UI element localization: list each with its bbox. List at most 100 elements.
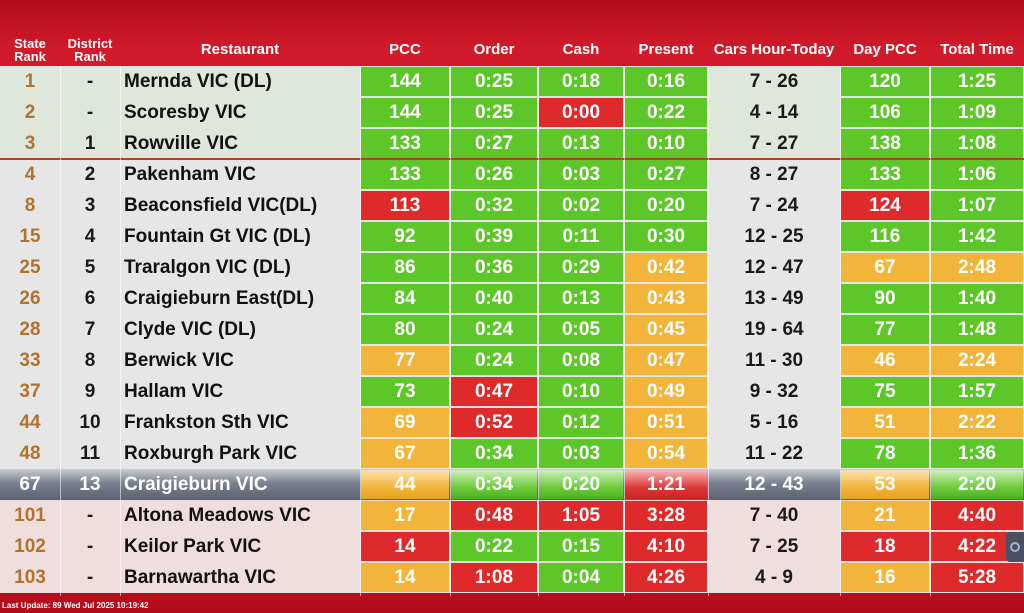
cell-pcc: 67 [361, 439, 449, 468]
cell-district: 9 [84, 380, 96, 402]
cell-pcc: 144 [361, 67, 449, 96]
cell-order: 0:25 [451, 98, 537, 127]
table-row: 103 - Barnawartha VIC 14 1:08 0:04 4:26 4 - 9 16… [0, 562, 1024, 593]
cell-cars: 9 - 32 [749, 380, 799, 402]
cell-total: 4:40 [931, 501, 1023, 530]
cell-day-pcc: 67 [841, 253, 929, 282]
cell-present: 4:10 [625, 532, 707, 561]
cell-order: 0:24 [451, 346, 537, 375]
cell-total: 2:20 [931, 470, 1023, 499]
cell-name: Clyde VIC (DL) [124, 318, 256, 340]
cell-present: 0:22 [625, 98, 707, 127]
cell-district: - [86, 504, 94, 526]
cell-order: 0:47 [451, 377, 537, 406]
cell-state: 44 [19, 411, 41, 433]
cell-total: 1:40 [931, 284, 1023, 313]
cell-cars: 13 - 49 [744, 287, 804, 309]
cell-name: Pakenham VIC [124, 163, 256, 185]
cell-pcc: 133 [361, 129, 449, 158]
cell-order: 0:26 [451, 160, 537, 189]
cell-order: 1:08 [451, 563, 537, 592]
cell-pcc: 80 [361, 315, 449, 344]
cell-state: 101 [14, 504, 46, 526]
cell-day-pcc: 18 [841, 532, 929, 561]
cell-cars: 7 - 27 [749, 132, 799, 154]
header-restaurant: Restaurant [200, 41, 280, 58]
cell-day-pcc: 120 [841, 67, 929, 96]
cell-total: 5:28 [931, 563, 1023, 592]
cell-state: 33 [19, 349, 41, 371]
header-district-rank: District Rank [67, 36, 113, 64]
cell-district: 4 [84, 225, 96, 247]
cell-order: 0:22 [451, 532, 537, 561]
cell-state: 37 [19, 380, 41, 402]
cell-total: 1:08 [931, 129, 1023, 158]
cell-order: 0:39 [451, 222, 537, 251]
cell-district: 7 [84, 318, 96, 340]
cell-district: 11 [79, 442, 101, 464]
cell-cash: 0:03 [539, 160, 623, 189]
cell-name: Beaconsfield VIC(DL) [124, 194, 318, 216]
cell-pcc: 113 [361, 191, 449, 220]
cell-total: 1:36 [931, 439, 1023, 468]
cell-district: 5 [84, 256, 96, 278]
cell-pcc: 84 [361, 284, 449, 313]
grid-line [840, 66, 841, 596]
cell-pcc: 17 [361, 501, 449, 530]
cell-cash: 0:02 [539, 191, 623, 220]
header-cash: Cash [562, 41, 600, 58]
cell-cars: 7 - 25 [749, 535, 799, 557]
cell-present: 0:51 [625, 408, 707, 437]
cell-day-pcc: 77 [841, 315, 929, 344]
cell-present: 0:20 [625, 191, 707, 220]
cell-cash: 0:08 [539, 346, 623, 375]
cell-order: 0:24 [451, 315, 537, 344]
table-row: 1 - Mernda VIC (DL) 144 0:25 0:18 0:16 7 - 26 12… [0, 66, 1024, 97]
table-row: 25 5 Traralgon VIC (DL) 86 0:36 0:29 0:42 12 - … [0, 252, 1024, 283]
cell-district: - [86, 535, 94, 557]
cell-total: 1:57 [931, 377, 1023, 406]
cell-district: 8 [84, 349, 96, 371]
cell-name: Scoresby VIC [124, 101, 247, 123]
cell-cars: 5 - 16 [749, 411, 799, 433]
cell-name: Frankston Sth VIC [124, 411, 289, 433]
cell-day-pcc: 124 [841, 191, 929, 220]
cell-order: 0:36 [451, 253, 537, 282]
cell-day-pcc: 90 [841, 284, 929, 313]
cell-pcc: 133 [361, 160, 449, 189]
cell-cash: 0:29 [539, 253, 623, 282]
cell-cars: 7 - 24 [749, 194, 799, 216]
cell-state: 2 [24, 101, 36, 123]
cell-order: 0:27 [451, 129, 537, 158]
cell-order: 0:34 [451, 439, 537, 468]
cell-cars: 12 - 43 [744, 473, 804, 495]
cell-name: Rowville VIC [124, 132, 239, 154]
cell-day-pcc: 133 [841, 160, 929, 189]
cell-present: 3:28 [625, 501, 707, 530]
cell-name: Keilor Park VIC [124, 535, 262, 557]
cell-day-pcc: 138 [841, 129, 929, 158]
cell-present: 0:27 [625, 160, 707, 189]
cell-name: Roxburgh Park VIC [124, 442, 298, 464]
side-panel-button[interactable] [1006, 532, 1024, 562]
cell-cars: 8 - 27 [749, 163, 799, 185]
cell-present: 1:21 [625, 470, 707, 499]
cell-state: 8 [24, 194, 36, 216]
cell-pcc: 73 [361, 377, 449, 406]
cell-name: Berwick VIC [124, 349, 234, 371]
cell-name: Craigieburn VIC [124, 473, 268, 495]
header-day-pcc: Day PCC [853, 41, 917, 58]
cell-district: 1 [84, 132, 96, 154]
table-row: 26 6 Craigieburn East(DL) 84 0:40 0:13 0:43 13 … [0, 283, 1024, 314]
cell-name: Traralgon VIC (DL) [124, 256, 291, 278]
cell-district: 2 [84, 163, 96, 185]
cell-name: Hallam VIC [124, 380, 224, 402]
cell-cash: 0:04 [539, 563, 623, 592]
cell-cash: 0:00 [539, 98, 623, 127]
cell-present: 0:47 [625, 346, 707, 375]
cell-total: 1:48 [931, 315, 1023, 344]
table-row: 2 - Scoresby VIC 144 0:25 0:00 0:22 4 - 14 106 1:… [0, 97, 1024, 128]
grid-line [450, 66, 451, 596]
cell-total: 1:42 [931, 222, 1023, 251]
